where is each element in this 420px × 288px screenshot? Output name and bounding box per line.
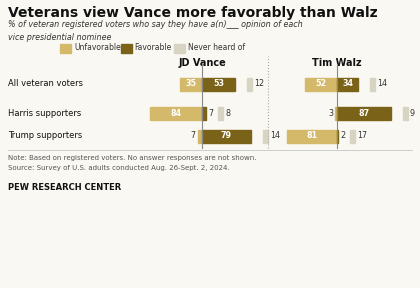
Bar xyxy=(60,43,71,52)
Text: Unfavorable: Unfavorable xyxy=(74,43,121,52)
Text: 53: 53 xyxy=(213,79,224,88)
Bar xyxy=(337,77,358,90)
Text: JD Vance: JD Vance xyxy=(178,58,226,68)
Text: 79: 79 xyxy=(221,132,232,141)
Text: % of veteran registered voters who say they have a(n)___ opinion of each
vice pr: % of veteran registered voters who say t… xyxy=(8,20,303,41)
Text: PEW RESEARCH CENTER: PEW RESEARCH CENTER xyxy=(8,183,121,192)
Text: 87: 87 xyxy=(358,109,370,118)
Bar xyxy=(174,43,185,52)
Bar xyxy=(150,107,202,120)
Bar xyxy=(305,77,337,90)
Text: Harris supporters: Harris supporters xyxy=(8,109,81,118)
Text: 3: 3 xyxy=(328,109,333,118)
Text: 14: 14 xyxy=(377,79,387,88)
Text: Source: Survey of U.S. adults conducted Aug. 26-Sept. 2, 2024.: Source: Survey of U.S. adults conducted … xyxy=(8,165,230,171)
Bar xyxy=(180,77,202,90)
Text: 14: 14 xyxy=(270,132,280,141)
Bar xyxy=(263,130,268,143)
Text: Veterans view Vance more favorably than Walz: Veterans view Vance more favorably than … xyxy=(8,6,378,20)
Text: 9: 9 xyxy=(410,109,415,118)
Bar xyxy=(287,130,337,143)
Text: 34: 34 xyxy=(342,79,353,88)
Bar xyxy=(370,77,375,90)
Bar xyxy=(218,107,223,120)
Text: 35: 35 xyxy=(186,79,197,88)
Bar xyxy=(121,43,131,52)
Text: 7: 7 xyxy=(191,132,196,141)
Text: 7: 7 xyxy=(208,109,213,118)
Text: Tim Walz: Tim Walz xyxy=(312,58,362,68)
Bar xyxy=(202,130,251,143)
Bar xyxy=(403,107,408,120)
Text: 84: 84 xyxy=(171,109,181,118)
Bar xyxy=(337,107,391,120)
Bar xyxy=(335,107,337,120)
Text: Favorable: Favorable xyxy=(134,43,172,52)
Text: Never heard of: Never heard of xyxy=(188,43,245,52)
Bar xyxy=(202,77,235,90)
Text: 12: 12 xyxy=(254,79,264,88)
Text: 2: 2 xyxy=(340,132,345,141)
Text: All veteran voters: All veteran voters xyxy=(8,79,83,88)
Bar xyxy=(350,130,355,143)
Text: 52: 52 xyxy=(315,79,326,88)
Text: Trump supporters: Trump supporters xyxy=(8,132,82,141)
Bar xyxy=(202,107,206,120)
Bar xyxy=(247,77,252,90)
Text: 8: 8 xyxy=(226,109,230,118)
Text: 81: 81 xyxy=(306,132,318,141)
Text: 17: 17 xyxy=(357,132,368,141)
Text: Note: Based on registered voters. No answer responses are not shown.: Note: Based on registered voters. No ans… xyxy=(8,155,257,161)
Bar xyxy=(337,130,338,143)
Bar xyxy=(198,130,202,143)
